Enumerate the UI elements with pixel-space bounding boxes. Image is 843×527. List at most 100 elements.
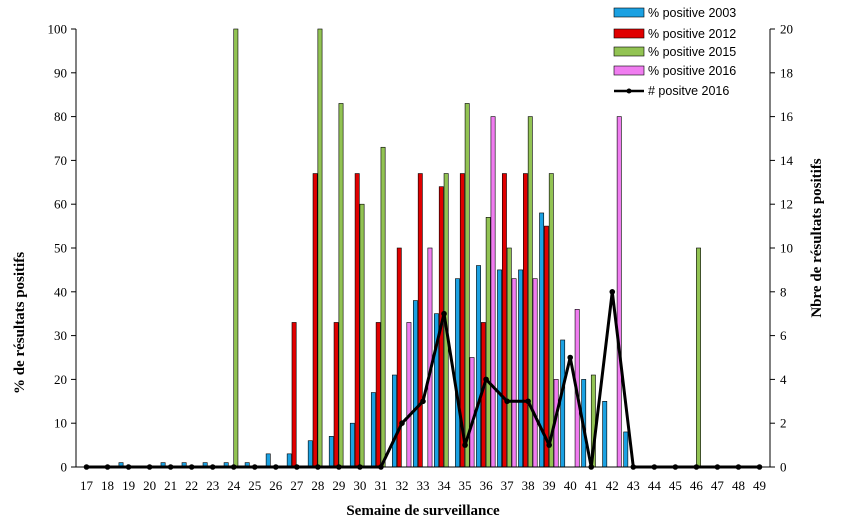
line-series-group — [83, 289, 763, 470]
y-tick-label-right: 8 — [780, 284, 787, 299]
x-tick-label: 26 — [269, 478, 283, 493]
x-tick-label: 37 — [501, 478, 515, 493]
y-tick-label-left: 40 — [54, 284, 67, 299]
bar-positive-2015 — [548, 173, 554, 468]
bar-positive-2003 — [265, 453, 271, 468]
bar-positive-2015 — [506, 247, 512, 468]
x-tick-label: 20 — [143, 478, 156, 493]
y-tick-label-right: 2 — [780, 416, 787, 431]
y-tick-label-left: 10 — [54, 416, 67, 431]
y-tick-label-right: 16 — [780, 109, 794, 124]
x-tick-labels: 17 18 19 20 21 22 23 24 25 26 27 28 29 30 31 32 33 34 35 36… — [80, 478, 766, 493]
line-point-count-2016 — [609, 289, 616, 295]
bar-positive-2003 — [560, 339, 566, 468]
x-tick-label: 42 — [606, 478, 619, 493]
y-tick-label-right: 14 — [780, 153, 794, 168]
bar-positive-2015 — [233, 28, 239, 468]
bar-positive-2016 — [469, 357, 475, 468]
bar-positive-2012 — [375, 322, 381, 468]
x-tick-label: 23 — [206, 478, 219, 493]
bar-positive-2015 — [380, 146, 386, 468]
legend-swatch-2015 — [613, 46, 645, 57]
y-tick-labels-right: 0 2 4 6 8 10 12 14 16 18 20 — [770, 22, 794, 475]
x-tick-label: 27 — [290, 478, 304, 493]
legend-swatch-2003 — [613, 7, 645, 18]
x-tick-label: 49 — [753, 478, 766, 493]
bar-positive-2012 — [523, 173, 528, 468]
bar-positive-2003 — [286, 453, 292, 468]
x-tick-label: 47 — [711, 478, 725, 493]
y-tick-label-left: 30 — [54, 328, 67, 343]
y-tick-labels-left: 0 10 20 30 40 50 60 70 80 90 100 — [48, 22, 76, 475]
bar-positive-2012 — [291, 322, 297, 468]
y-tick-label-left: 60 — [54, 197, 67, 212]
bars-group — [118, 28, 701, 468]
bar-positive-2015 — [359, 203, 365, 468]
bar-positive-2003 — [349, 422, 355, 468]
x-axis-title: Semaine de surveillance — [346, 503, 500, 519]
bar-positive-2016 — [427, 247, 433, 468]
legend-swatch-2012 — [613, 28, 645, 39]
line-point-count-2016 — [483, 376, 489, 383]
legend-label-2015: % positive 2015 — [648, 45, 736, 59]
legend-marker-count-2016 — [626, 88, 632, 94]
bar-positive-2003 — [455, 278, 460, 468]
y-tick-label-right: 6 — [780, 328, 787, 343]
bar-positive-2016 — [532, 278, 538, 468]
bar-positive-2015 — [527, 116, 533, 468]
bar-positive-2015 — [696, 247, 701, 468]
bar-positive-2012 — [501, 173, 507, 468]
x-tick-label: 36 — [480, 478, 494, 493]
line-point-count-2016 — [546, 442, 552, 448]
line-point-count-2016 — [504, 398, 510, 405]
legend: % positive 2003 % positive 2012 % positi… — [613, 6, 736, 98]
x-tick-label: 39 — [543, 478, 556, 493]
x-tick-label: 25 — [248, 478, 261, 493]
y-tick-label-left: 20 — [54, 372, 67, 387]
x-tick-label: 21 — [164, 478, 177, 493]
x-tick-label: 32 — [395, 478, 408, 493]
bar-positive-2015 — [338, 103, 344, 468]
legend-label-2016: % positive 2016 — [648, 64, 736, 78]
x-tick-label: 17 — [80, 478, 94, 493]
bar-positive-2016 — [490, 116, 496, 468]
x-tick-label: 34 — [438, 478, 452, 493]
bar-positive-2003 — [413, 300, 418, 468]
y-tick-label-right: 0 — [780, 460, 787, 475]
bar-positive-2012 — [417, 173, 423, 468]
bar-positive-2003 — [370, 392, 376, 468]
legend-label-2003: % positive 2003 — [648, 6, 736, 20]
x-tick-label: 40 — [564, 478, 577, 493]
bar-positive-2012 — [312, 173, 318, 468]
y-tick-label-right: 20 — [780, 22, 793, 37]
y-axis-title-right: Nbre de résultats positifs — [809, 158, 825, 317]
line-point-count-2016 — [567, 354, 574, 361]
x-tick-label: 19 — [122, 478, 135, 493]
x-tick-label: 41 — [585, 478, 598, 493]
legend-label-count-2016: # positve 2016 — [648, 84, 729, 98]
line-point-count-2016 — [462, 442, 468, 448]
line-point-count-2016 — [399, 420, 405, 427]
bar-positive-2003 — [307, 440, 313, 468]
bar-positive-2003 — [518, 269, 524, 468]
bar-positive-2012 — [544, 225, 549, 468]
bar-positive-2016 — [616, 116, 622, 468]
bar-positive-2003 — [602, 400, 608, 468]
y-tick-label-left: 50 — [54, 241, 67, 256]
line-count-2016 — [86, 290, 760, 469]
bar-positive-2016 — [406, 322, 412, 468]
legend-swatch-2016 — [613, 65, 645, 76]
bar-positive-2015 — [317, 28, 323, 468]
x-tick-label: 18 — [101, 478, 114, 493]
x-tick-label: 48 — [732, 478, 745, 493]
x-tick-label: 28 — [311, 478, 324, 493]
y-tick-label-right: 10 — [780, 241, 793, 256]
x-tick-label: 24 — [227, 478, 241, 493]
y-tick-label-left: 80 — [54, 109, 67, 124]
y-tick-label-right: 4 — [780, 372, 787, 387]
bar-positive-2016 — [511, 278, 517, 468]
x-tick-label: 31 — [374, 478, 387, 493]
bar-positive-2003 — [328, 436, 334, 468]
x-tick-label: 43 — [627, 478, 640, 493]
